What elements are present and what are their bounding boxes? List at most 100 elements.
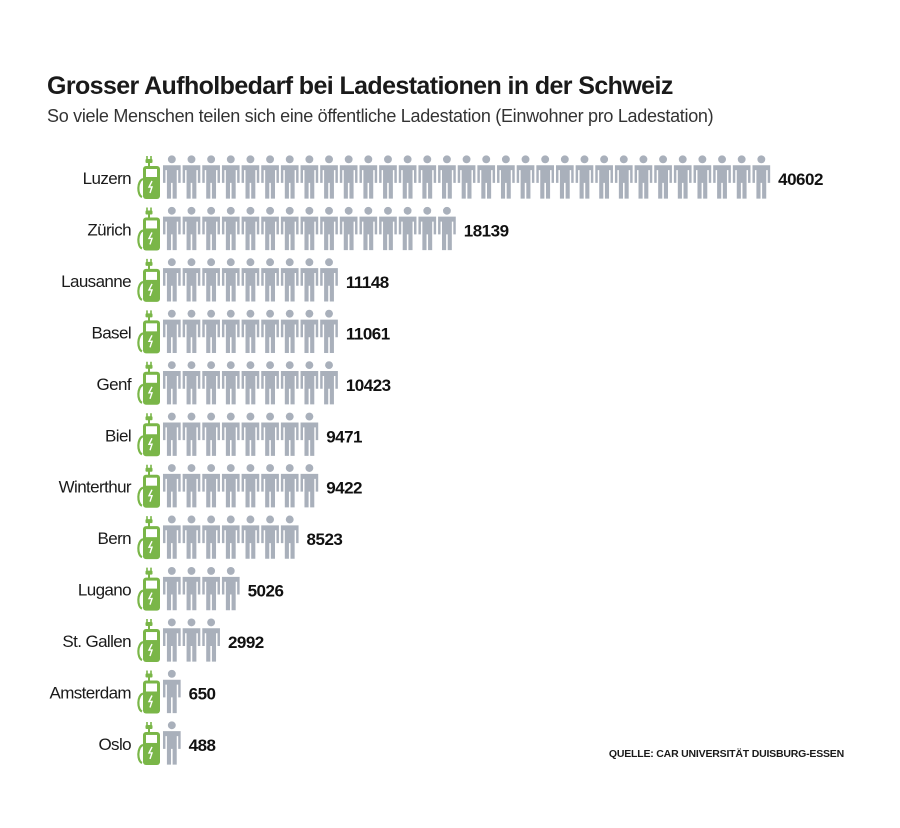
person-icon xyxy=(182,155,201,199)
person-icon xyxy=(280,309,299,353)
person-icon xyxy=(575,155,594,199)
person-icon xyxy=(595,155,613,199)
value-label: 5026 xyxy=(248,582,284,601)
chart-row: Lausanne 11148 xyxy=(61,257,389,303)
category-label: Luzern xyxy=(83,169,132,188)
person-icon xyxy=(182,567,201,611)
person-icon xyxy=(280,464,299,508)
person-icon xyxy=(162,412,181,456)
category-label: Genf xyxy=(97,375,132,394)
person-icon xyxy=(221,515,240,559)
person-icon xyxy=(202,309,220,353)
person-icon xyxy=(359,155,378,199)
person-icon xyxy=(673,155,692,199)
charging-station-icon xyxy=(137,155,162,201)
chart-row: Luzern 40602 xyxy=(83,155,823,201)
person-icon xyxy=(320,155,338,199)
person-icon xyxy=(261,206,279,251)
chart-title: Grosser Aufholbedarf bei Ladestationen i… xyxy=(47,72,673,100)
person-icon xyxy=(162,721,181,765)
person-icon xyxy=(202,155,220,199)
person-icon xyxy=(261,155,279,199)
person-icon xyxy=(182,515,201,559)
person-icon xyxy=(457,155,476,199)
person-icon xyxy=(398,206,417,251)
person-icon xyxy=(418,206,437,251)
chart-row: Basel 11061 xyxy=(91,309,390,355)
person-icon xyxy=(339,206,358,251)
person-icon xyxy=(202,258,220,302)
person-icon xyxy=(300,258,319,302)
value-label: 488 xyxy=(189,736,216,755)
chart-row: Amsterdam 650 xyxy=(49,669,216,715)
person-icon xyxy=(497,155,515,199)
person-icon xyxy=(241,258,260,302)
category-label: Amsterdam xyxy=(49,684,131,703)
person-icon xyxy=(280,258,299,302)
person-icon xyxy=(162,567,181,611)
charging-station-icon xyxy=(137,720,162,767)
charging-station-icon xyxy=(137,257,162,303)
person-icon xyxy=(477,155,496,199)
chart-row: Oslo 488 xyxy=(98,720,216,767)
person-icon xyxy=(202,618,220,662)
value-label: 40602 xyxy=(778,170,823,189)
person-icon xyxy=(654,155,672,199)
charging-station-icon xyxy=(137,463,162,509)
category-label: Bern xyxy=(97,529,131,548)
person-icon xyxy=(162,515,181,559)
value-label: 2992 xyxy=(228,633,264,652)
person-icon xyxy=(182,361,201,405)
person-icon xyxy=(261,412,279,456)
person-icon xyxy=(261,258,279,302)
person-icon xyxy=(300,309,319,353)
person-icon xyxy=(241,515,260,559)
person-icon xyxy=(182,464,201,508)
category-label: St. Gallen xyxy=(62,632,131,651)
person-icon xyxy=(280,412,299,456)
person-icon xyxy=(693,155,712,199)
source-note: QUELLE: CAR UNIVERSITÄT DUISBURG-ESSEN xyxy=(608,748,844,760)
value-label: 11148 xyxy=(346,273,389,292)
chart-subtitle: So viele Menschen teilen sich eine öffen… xyxy=(47,106,714,126)
person-icon xyxy=(241,309,260,353)
person-icon xyxy=(280,155,299,199)
category-label: Zürich xyxy=(87,220,131,239)
person-icon xyxy=(202,361,220,405)
person-icon xyxy=(398,155,417,199)
charging-station-icon xyxy=(137,618,162,664)
value-label: 10423 xyxy=(346,376,391,395)
person-icon xyxy=(300,361,319,405)
person-icon xyxy=(221,206,240,251)
person-icon xyxy=(202,412,220,456)
person-icon xyxy=(339,155,358,199)
person-icon xyxy=(300,206,319,251)
person-icon xyxy=(202,515,220,559)
category-label: Oslo xyxy=(98,735,131,754)
value-label: 8523 xyxy=(307,530,343,549)
person-icon xyxy=(241,361,260,405)
person-icon xyxy=(261,464,279,508)
chart-row: Lugano 5026 xyxy=(78,566,284,612)
person-icon xyxy=(202,464,220,508)
person-icon xyxy=(261,361,279,405)
person-icon xyxy=(182,206,201,251)
charging-station-icon xyxy=(137,669,162,715)
person-icon xyxy=(320,309,338,353)
person-icon xyxy=(752,155,771,199)
value-label: 18139 xyxy=(464,221,509,240)
category-label: Biel xyxy=(105,426,131,445)
person-icon xyxy=(379,155,397,199)
chart-row: Biel 9471 xyxy=(105,412,363,458)
charging-station-icon xyxy=(137,566,162,612)
person-icon xyxy=(261,515,279,559)
person-icon xyxy=(713,155,731,199)
person-icon xyxy=(162,618,181,662)
person-icon xyxy=(614,155,633,199)
person-icon xyxy=(221,155,240,199)
person-icon xyxy=(536,155,555,199)
person-icon xyxy=(280,515,299,559)
person-icon xyxy=(221,567,240,611)
person-icon xyxy=(202,206,220,251)
